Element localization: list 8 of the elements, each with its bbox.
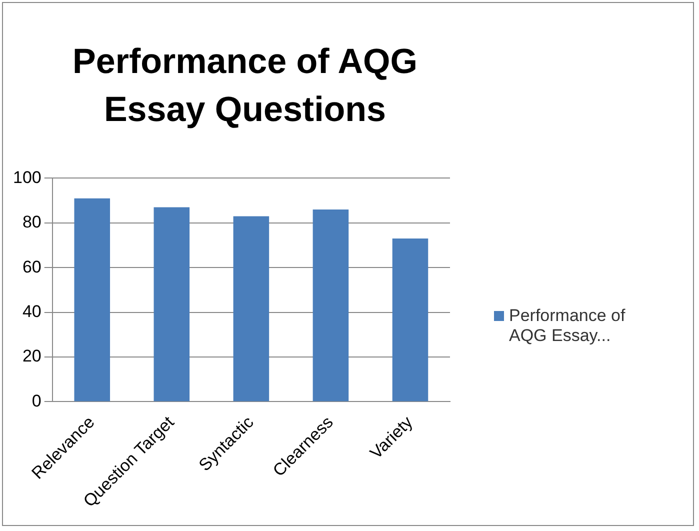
chart-title: Performance of AQG Essay Questions (72, 41, 418, 131)
y-tick-label: 40 (22, 302, 42, 321)
y-tick-label: 0 (32, 391, 42, 410)
y-tick-label: 20 (22, 346, 42, 366)
y-tick-label: 60 (22, 257, 42, 276)
legend-label: Performance of AQG Essay... (509, 306, 626, 346)
y-tick-label: 80 (22, 212, 42, 232)
y-tick-label: 100 (12, 168, 42, 187)
